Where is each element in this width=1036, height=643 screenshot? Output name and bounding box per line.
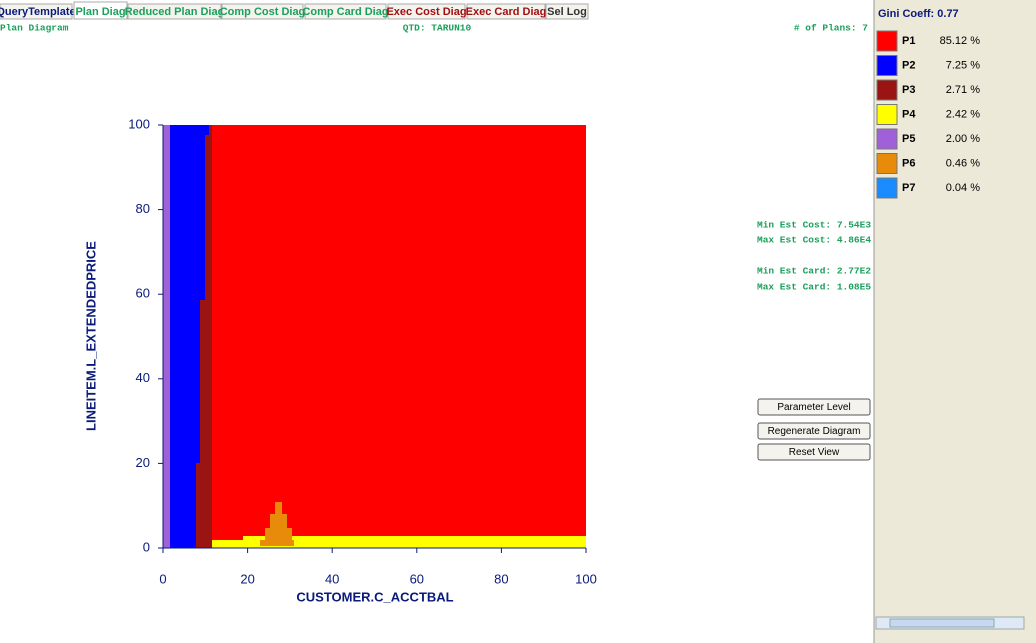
tab-label[interactable]: Exec Card Diag <box>466 6 547 18</box>
plan-region <box>163 125 170 548</box>
plan-region <box>260 502 294 546</box>
tab[interactable] <box>0 3 73 20</box>
gini-title: Gini Coeff: 0.77 <box>878 8 959 20</box>
legend-swatch <box>876 177 898 199</box>
stat: Max Est Cost: 4.86E4 <box>757 235 871 246</box>
legend-swatch <box>876 55 898 76</box>
legend-share: 2.00 % <box>946 133 980 145</box>
legend-share: 85.12 % <box>940 35 981 47</box>
tab-label[interactable]: Comp Cost Diag <box>220 6 306 18</box>
button[interactable] <box>757 443 871 461</box>
x-tick-label: 20 <box>240 571 254 586</box>
button-label[interactable]: Reset View <box>789 447 840 458</box>
plan-region <box>170 125 209 548</box>
tab-label[interactable]: Exec Cost Diag <box>386 6 466 18</box>
tab-label[interactable]: Comp Card Diag <box>302 6 388 18</box>
x-tick-label: 100 <box>575 571 597 586</box>
tab[interactable] <box>387 3 466 20</box>
y-tick-label: 60 <box>136 286 150 301</box>
legend-name: P5 <box>902 133 915 145</box>
legend-swatch <box>876 153 898 174</box>
tab[interactable] <box>545 3 589 20</box>
button-label[interactable]: Regenerate Diagram <box>768 426 861 437</box>
y-tick-label: 20 <box>136 455 150 470</box>
y-tick-label: 80 <box>136 201 150 216</box>
scroll-thumb[interactable] <box>889 618 995 628</box>
legend-share: 2.71 % <box>946 84 980 96</box>
legend-name: P3 <box>902 84 915 96</box>
x-tick-label: 80 <box>494 571 508 586</box>
y-tick-label: 0 <box>143 539 150 554</box>
tab[interactable] <box>304 3 387 20</box>
x-tick-label: 40 <box>325 571 339 586</box>
x-tick-label: 0 <box>159 571 166 586</box>
legend-name: P2 <box>902 59 915 71</box>
y-tick-label: 100 <box>128 116 150 131</box>
legend-share: 0.46 % <box>946 157 980 169</box>
legend-swatch <box>876 128 898 150</box>
header-right: # of Plans: 7 <box>794 23 868 34</box>
x-tick-label: 60 <box>410 571 424 586</box>
legend-swatch <box>876 30 898 52</box>
header-center: QTD: TARUN10 <box>403 23 472 34</box>
legend-name: P4 <box>902 108 916 120</box>
header-left: Plan Diagram <box>0 23 69 34</box>
tab-label[interactable]: Plan Diag <box>75 6 125 18</box>
button-label[interactable]: Parameter Level <box>777 402 850 413</box>
legend-name: P6 <box>902 157 915 169</box>
legend-swatch <box>876 79 898 101</box>
side-panel <box>874 0 1036 643</box>
legend-share: 7.25 % <box>946 59 980 71</box>
legend-share: 0.04 % <box>946 182 980 194</box>
tab-label[interactable]: Reduced Plan Diag <box>125 6 225 18</box>
stat: Min Est Card: 2.77E2 <box>757 266 871 277</box>
legend-swatch <box>876 104 898 125</box>
plan-region <box>212 536 586 548</box>
tab-label[interactable]: Sel Log <box>547 6 587 18</box>
y-tick-label: 40 <box>136 370 150 385</box>
plan-region <box>163 125 586 548</box>
tab[interactable] <box>73 1 128 20</box>
button[interactable] <box>757 422 871 440</box>
button[interactable] <box>757 398 871 416</box>
plan-region <box>196 125 212 548</box>
legend-share: 2.42 % <box>946 108 980 120</box>
stat: Max Est Card: 1.08E5 <box>757 282 871 293</box>
legend-name: P1 <box>902 35 915 47</box>
tab-label[interactable]: QueryTemplate <box>0 6 76 18</box>
y-axis-label: LINEITEM.L_EXTENDEDPRICE <box>83 241 98 431</box>
x-axis-label: CUSTOMER.C_ACCTBAL <box>296 589 453 604</box>
legend-name: P7 <box>902 182 915 194</box>
tab[interactable] <box>466 3 546 20</box>
tab[interactable] <box>221 3 304 20</box>
tab[interactable] <box>127 3 222 20</box>
stat: Min Est Cost: 7.54E3 <box>757 220 871 231</box>
